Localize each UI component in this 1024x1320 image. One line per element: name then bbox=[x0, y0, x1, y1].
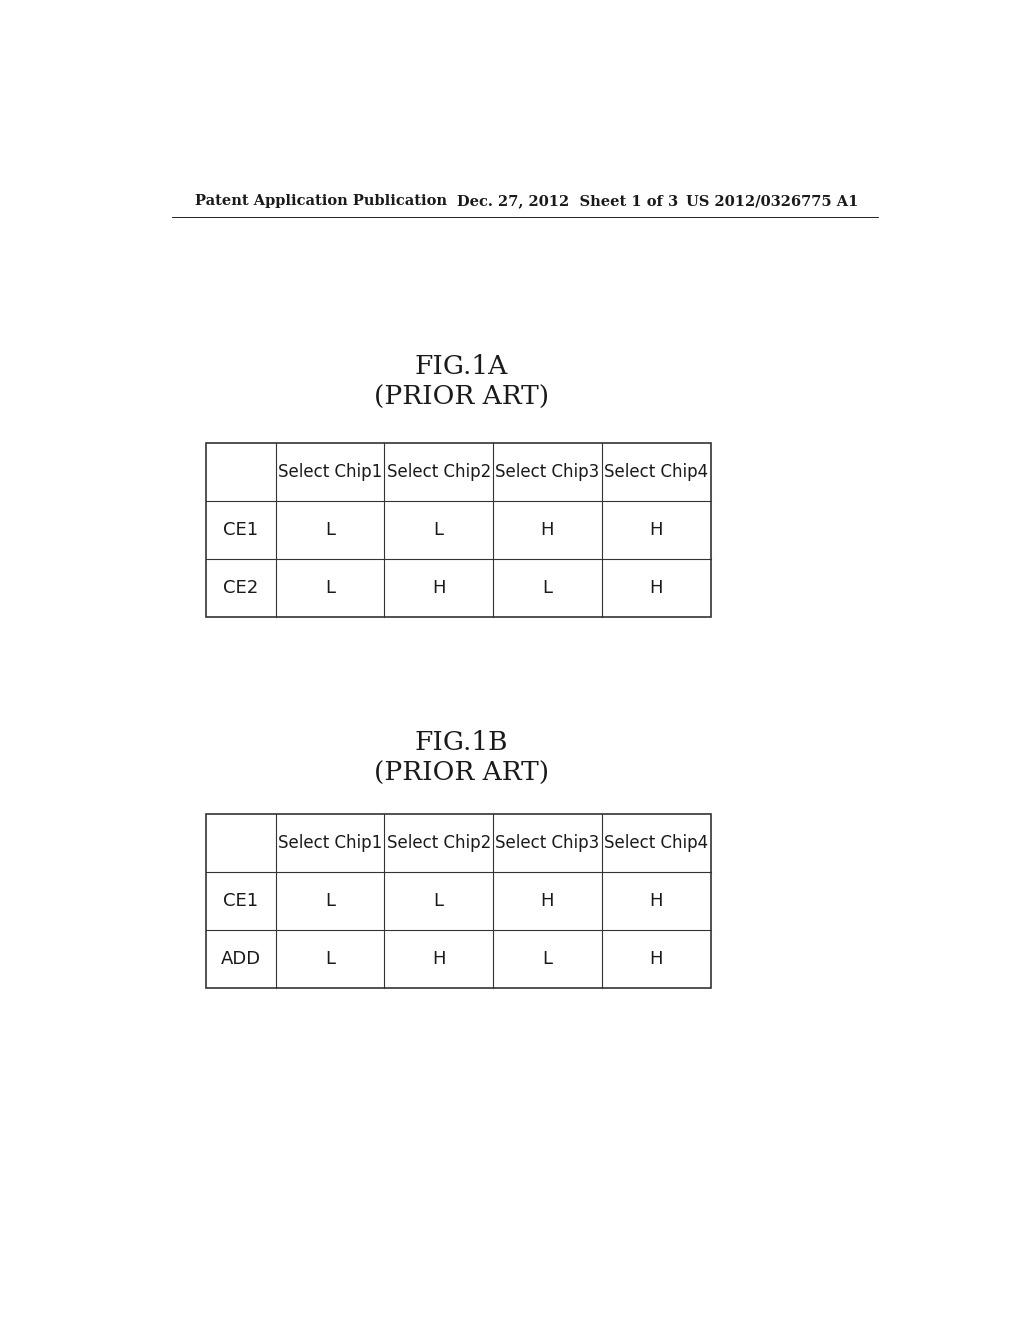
Text: US 2012/0326775 A1: US 2012/0326775 A1 bbox=[686, 194, 858, 209]
Text: H: H bbox=[649, 950, 663, 968]
Text: Select Chip1: Select Chip1 bbox=[278, 463, 382, 480]
Text: H: H bbox=[541, 521, 554, 539]
Text: Patent Application Publication: Patent Application Publication bbox=[196, 194, 447, 209]
Text: L: L bbox=[325, 950, 335, 968]
Text: Select Chip2: Select Chip2 bbox=[387, 834, 490, 851]
Text: H: H bbox=[541, 892, 554, 909]
Text: L: L bbox=[543, 950, 552, 968]
Bar bbox=[206, 444, 711, 616]
Text: (PRIOR ART): (PRIOR ART) bbox=[374, 760, 549, 785]
Text: FIG.1B: FIG.1B bbox=[415, 730, 508, 755]
Text: L: L bbox=[434, 521, 443, 539]
Bar bbox=[206, 814, 711, 987]
Text: Select Chip4: Select Chip4 bbox=[604, 834, 709, 851]
Text: (PRIOR ART): (PRIOR ART) bbox=[374, 384, 549, 409]
Text: CE1: CE1 bbox=[223, 521, 258, 539]
Text: L: L bbox=[325, 579, 335, 597]
Text: Dec. 27, 2012  Sheet 1 of 3: Dec. 27, 2012 Sheet 1 of 3 bbox=[458, 194, 679, 209]
Text: H: H bbox=[649, 892, 663, 909]
Text: L: L bbox=[543, 579, 552, 597]
Text: Select Chip3: Select Chip3 bbox=[496, 463, 599, 480]
Text: H: H bbox=[432, 950, 445, 968]
Text: H: H bbox=[649, 579, 663, 597]
Text: Select Chip2: Select Chip2 bbox=[387, 463, 490, 480]
Text: L: L bbox=[434, 892, 443, 909]
Text: L: L bbox=[325, 892, 335, 909]
Text: FIG.1A: FIG.1A bbox=[415, 354, 508, 379]
Text: H: H bbox=[649, 521, 663, 539]
Text: Select Chip3: Select Chip3 bbox=[496, 834, 599, 851]
Text: CE1: CE1 bbox=[223, 892, 258, 909]
Text: Select Chip4: Select Chip4 bbox=[604, 463, 709, 480]
Text: Select Chip1: Select Chip1 bbox=[278, 834, 382, 851]
Text: L: L bbox=[325, 521, 335, 539]
Text: H: H bbox=[432, 579, 445, 597]
Text: CE2: CE2 bbox=[223, 579, 258, 597]
Text: ADD: ADD bbox=[220, 950, 261, 968]
